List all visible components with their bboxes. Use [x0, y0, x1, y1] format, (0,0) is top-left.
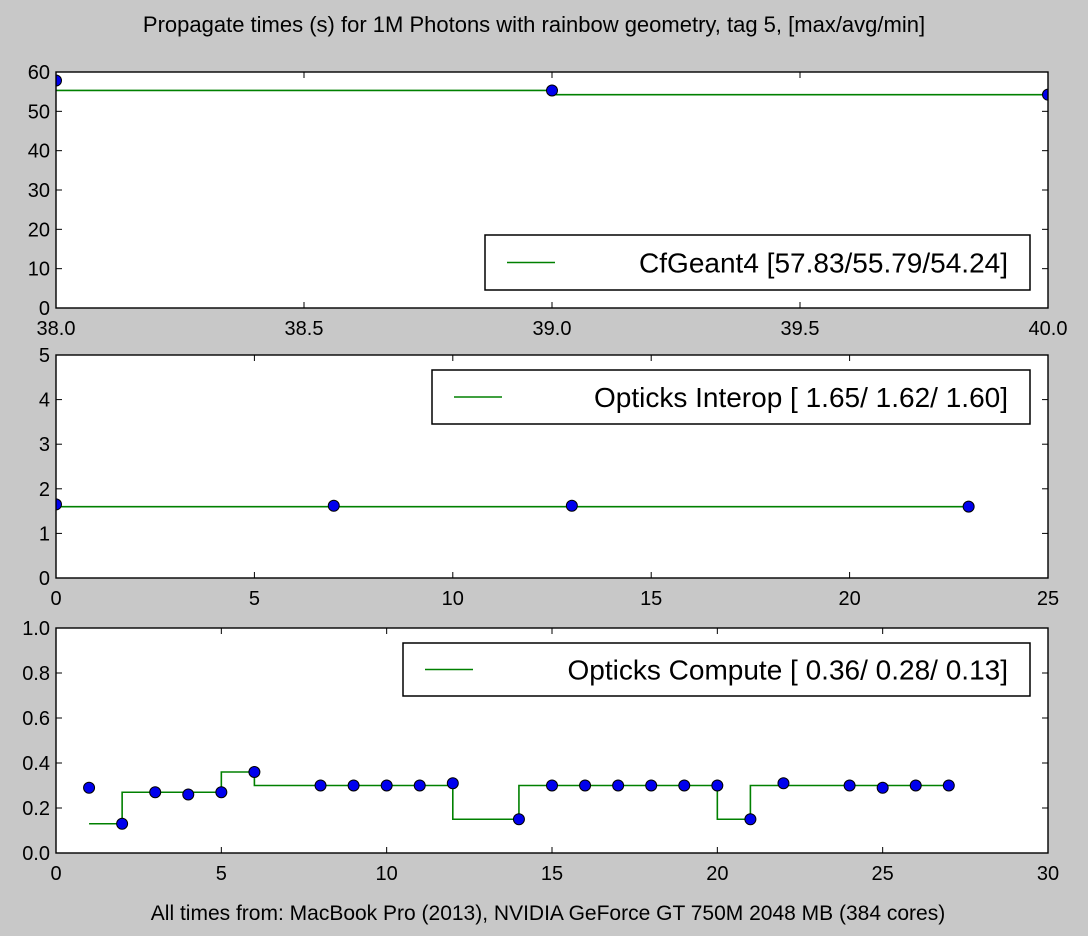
x-tick-label: 20 — [706, 863, 728, 885]
data-point — [56, 74, 62, 87]
x-tick-label: 38.5 — [285, 318, 324, 340]
data-point — [678, 779, 691, 792]
data-point — [744, 813, 757, 826]
x-tick-label: 0 — [50, 863, 61, 885]
x-tick-label: 25 — [872, 863, 894, 885]
y-tick-label: 0 — [39, 568, 50, 590]
panel-cfgeant4: 38.0 38.5 39.0 39.5 40.0 0 10 20 30 40 50 60 CfGeant… — [28, 62, 1068, 340]
y-tick-label: 1.0 — [22, 618, 50, 640]
chart-title: Propagate times (s) for 1M Photons with … — [143, 12, 925, 37]
x-tick-label: 10 — [376, 863, 398, 885]
axes-frame — [55, 71, 1049, 309]
data-point — [546, 84, 558, 97]
legend-box — [431, 369, 1031, 425]
y-tick-label: 5 — [39, 345, 50, 367]
data-point — [83, 781, 96, 794]
y-tick-label: 0.8 — [22, 663, 50, 685]
y-tick-label: 10 — [28, 259, 50, 281]
x-tick-label: 20 — [838, 588, 860, 610]
x-tick-label: 10 — [442, 588, 464, 610]
x-tick-label: 38.0 — [37, 318, 76, 340]
x-tick-label: 39.0 — [533, 318, 572, 340]
x-tick-label: 40.0 — [1029, 318, 1068, 340]
legend-box — [484, 234, 1031, 291]
data-point — [215, 786, 228, 799]
data-point — [711, 779, 724, 792]
data-layer — [56, 498, 975, 513]
y-tick-label: 60 — [28, 62, 50, 84]
y-tick-label: 1 — [39, 523, 50, 545]
y-tick-label: 0 — [39, 298, 50, 320]
y-tick-label: 50 — [28, 101, 50, 123]
data-point — [380, 779, 393, 792]
data-point — [413, 779, 426, 792]
x-tick-label: 25 — [1037, 588, 1059, 610]
x-tick-label: 5 — [216, 863, 227, 885]
x-tick-label: 5 — [249, 588, 260, 610]
data-point — [962, 500, 975, 513]
x-tick-label: 30 — [1037, 863, 1059, 885]
y-tick-label: 0.6 — [22, 708, 50, 730]
data-point — [116, 817, 129, 830]
data-point — [942, 779, 955, 792]
axes-frame — [55, 354, 1049, 579]
data-point — [327, 499, 340, 512]
data-point — [565, 499, 578, 512]
x-tick-label: 15 — [541, 863, 563, 885]
data-point — [149, 786, 162, 799]
data-point — [579, 779, 592, 792]
x-tick-label: 15 — [640, 588, 662, 610]
x-tick-label: 0 — [50, 588, 61, 610]
data-point — [248, 766, 261, 778]
chart-footer: All times from: MacBook Pro (2013), NVID… — [151, 902, 945, 925]
data-point — [843, 779, 856, 792]
legend-label: CfGeant4 [57.83/55.79/54.24] — [639, 248, 1008, 279]
data-point — [612, 779, 625, 792]
y-tick-label: 4 — [39, 390, 50, 412]
legend-box — [402, 642, 1031, 697]
legend-label: Opticks Compute [ 0.36/ 0.28/ 0.13] — [568, 655, 1008, 686]
data-point — [777, 777, 790, 790]
data-point — [182, 788, 195, 801]
data-point — [876, 781, 889, 794]
panel-opticks-compute: 0 5 10 15 20 25 30 0.0 0.2 0.4 0.6 0.8 1.0 Opticks Co… — [22, 618, 1059, 885]
data-layer — [56, 74, 1048, 101]
legend-label: Opticks Interop [ 1.65/ 1.62/ 1.60] — [594, 382, 1008, 413]
data-layer — [83, 766, 955, 830]
y-tick-label: 30 — [28, 180, 50, 202]
y-tick-label: 0.0 — [22, 843, 50, 865]
y-tick-label: 3 — [39, 434, 50, 456]
data-point — [314, 779, 327, 792]
data-point — [446, 777, 459, 790]
data-point — [347, 779, 360, 792]
y-tick-label: 0.2 — [22, 798, 50, 820]
y-tick-label: 20 — [28, 219, 50, 241]
data-point — [56, 498, 62, 511]
y-tick-label: 40 — [28, 141, 50, 163]
axes-frame — [55, 627, 1049, 854]
x-tick-label: 39.5 — [781, 318, 820, 340]
data-point — [909, 779, 922, 792]
data-point — [645, 779, 658, 792]
panel-opticks-interop: 0 5 10 15 20 25 0 1 2 3 4 5 Opticks Interop [ 1.65/ … — [39, 345, 1059, 610]
data-point — [546, 779, 558, 792]
data-point — [512, 813, 525, 826]
data-point — [1042, 88, 1048, 101]
y-tick-label: 0.4 — [22, 753, 50, 775]
y-tick-label: 2 — [39, 479, 50, 501]
